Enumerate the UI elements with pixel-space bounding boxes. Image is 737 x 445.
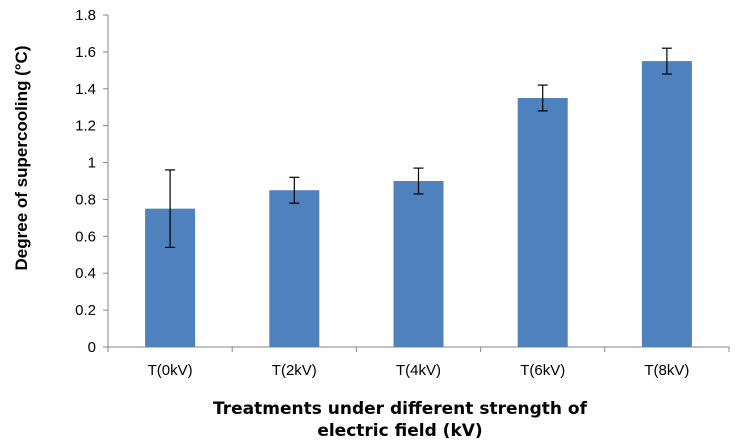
x-tick-label: T(8kV): [644, 362, 689, 379]
x-axis-label-line-2: electric field (kV): [317, 421, 483, 441]
error-bar: [165, 169, 176, 248]
error-bar: [537, 84, 548, 112]
y-axis-label: Degree of supercooling (°C): [12, 46, 31, 271]
y-tick-label: 0.8: [75, 191, 96, 208]
error-bar: [289, 176, 300, 204]
x-axis-label-line-1: Treatments under different strength of: [213, 399, 587, 419]
y-tick-label: 0.2: [75, 302, 96, 319]
y-tick-label: 1.4: [75, 81, 96, 98]
error-bar: [413, 167, 424, 195]
bar: [517, 98, 568, 347]
y-tick-label: 0.4: [75, 265, 96, 282]
y-tick-label: 1: [88, 155, 96, 172]
bar-series: [145, 61, 692, 347]
x-tick-label: T(4kV): [396, 362, 441, 379]
y-tick-label: 1.6: [75, 44, 96, 61]
y-axis-ticks: 0 0.2 0.4 0.6 0.8 1 1.2 1.4 1.6 1.8: [75, 7, 108, 356]
y-tick-label: 1.2: [75, 118, 96, 135]
error-bars: [165, 47, 672, 248]
x-tick-label: T(0kV): [148, 362, 193, 379]
x-tick-label: T(6kV): [520, 362, 565, 379]
bar: [393, 181, 444, 347]
bar: [269, 190, 320, 347]
bar: [641, 61, 692, 347]
error-bar: [661, 47, 672, 75]
x-axis-ticks: T(0kV) T(2kV) T(4kV) T(6kV) T(8kV): [107, 347, 730, 379]
x-tick-label: T(2kV): [272, 362, 317, 379]
y-tick-label: 0.6: [75, 228, 96, 245]
y-tick-label: 1.8: [75, 7, 96, 24]
y-tick-label: 0: [88, 339, 96, 356]
